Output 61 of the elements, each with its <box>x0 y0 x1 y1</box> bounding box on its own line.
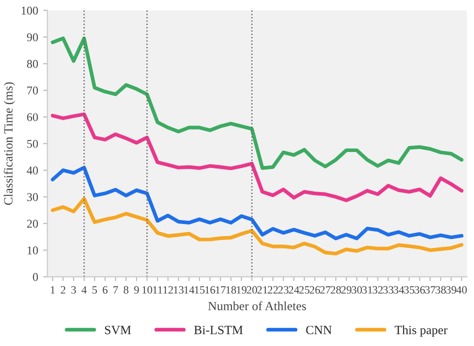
x-tick-label: 14 <box>184 286 194 294</box>
x-tick-label: 9 <box>134 286 139 294</box>
x-tick-label: 39 <box>446 286 456 294</box>
x-tick-label: 33 <box>383 286 394 294</box>
line-series <box>50 36 464 170</box>
x-tick-label: 19 <box>236 286 247 294</box>
x-tick-label: 35 <box>404 286 414 294</box>
x-tick-label: 12 <box>163 286 173 294</box>
x-tick-label: 27 <box>320 286 331 294</box>
x-tick-label: 8 <box>124 286 128 294</box>
legend-label: Bi-LSTM <box>194 326 243 334</box>
x-tick-label: 32 <box>372 286 383 294</box>
line-series <box>50 112 464 202</box>
x-tick-label: 5 <box>92 286 97 294</box>
y-tick-label: 60 <box>27 113 38 122</box>
x-tick-label: 24 <box>288 286 300 294</box>
x-tick-label: 13 <box>174 286 184 294</box>
y-tick-label: 30 <box>27 193 38 202</box>
x-tick-label: 10 <box>142 286 152 294</box>
y-tick-label: 100 <box>22 6 38 15</box>
legend-label: This paper <box>394 325 448 337</box>
x-tick-label: 15 <box>194 286 205 294</box>
y-tick-label: 70 <box>27 86 38 95</box>
x-tick-label: 1 <box>50 286 55 294</box>
x-tick-label: 3 <box>71 286 76 294</box>
x-axis-title: Number of Athletes <box>208 301 306 310</box>
y-axis-title: Classification Time (ms) <box>4 82 16 205</box>
x-tick-label: 34 <box>394 286 404 294</box>
x-tick-label: 30 <box>352 286 362 294</box>
x-tick-label: 7 <box>114 286 118 294</box>
y-tick-label: 40 <box>26 166 38 174</box>
x-tick-label: 2 <box>60 286 66 294</box>
x-tick-label: 25 <box>299 286 310 294</box>
x-tick-label: 11 <box>153 286 162 294</box>
x-tick-label: 37 <box>425 286 436 294</box>
y-tick-label: 0 <box>32 273 38 282</box>
x-tick-label: 31 <box>362 286 372 294</box>
y-tick-label: 10 <box>28 246 38 254</box>
x-tick-label: 18 <box>226 286 236 294</box>
y-tick-label: 90 <box>26 33 38 42</box>
x-tick-label: 36 <box>414 286 425 294</box>
y-tick-label: 50 <box>27 140 38 148</box>
x-tick-label: 29 <box>341 286 352 294</box>
x-tick-label: 4 <box>82 286 87 294</box>
x-tick-label: 16 <box>205 286 216 294</box>
x-tick-label: 38 <box>436 286 446 294</box>
legend-label: CNN <box>306 326 332 334</box>
x-tick-label: 23 <box>278 286 288 294</box>
y-tick-label: 80 <box>27 60 38 68</box>
legend-label: SVM <box>105 326 131 334</box>
x-tick-label: 28 <box>330 286 341 294</box>
line-series <box>50 196 464 256</box>
x-tick-label: 40 <box>456 286 467 294</box>
y-tick-label: 20 <box>27 220 38 228</box>
x-tick-label: 22 <box>268 286 278 294</box>
x-tick-label: 26 <box>310 286 320 294</box>
x-tick-label: 17 <box>216 286 226 294</box>
x-tick-label: 6 <box>102 286 108 294</box>
line-series <box>50 166 464 240</box>
x-tick-label: 21 <box>257 286 268 294</box>
x-tick-label: 20 <box>246 286 258 294</box>
